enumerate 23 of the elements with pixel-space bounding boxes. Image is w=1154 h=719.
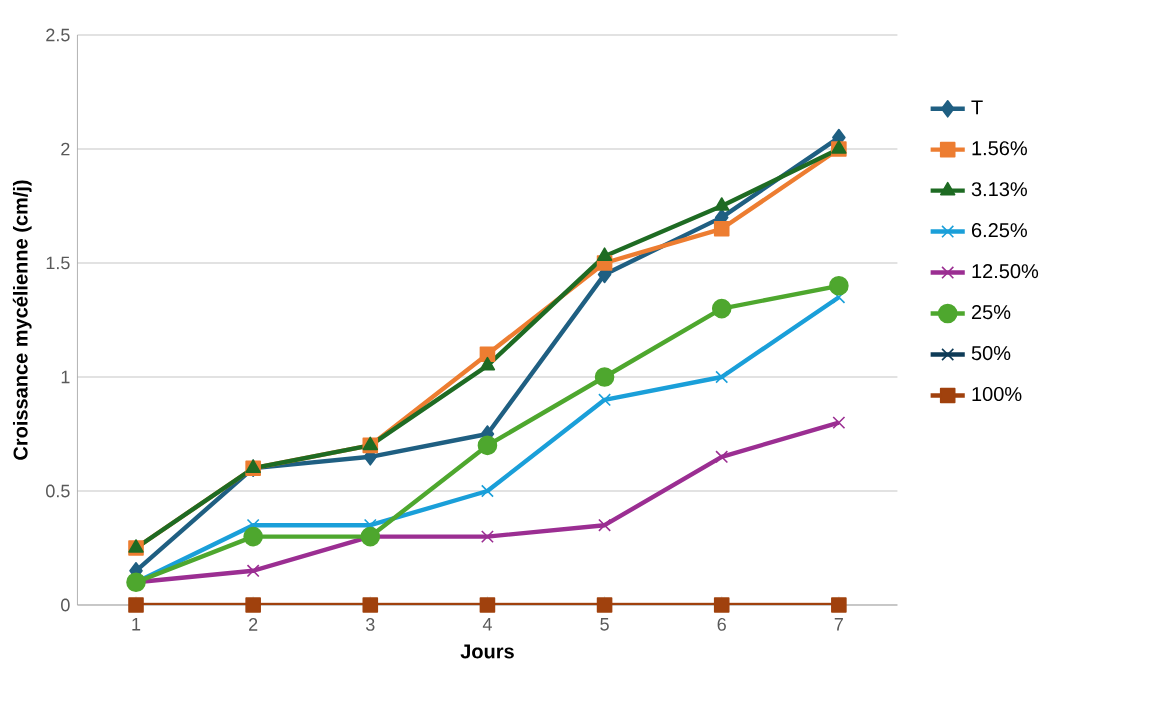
x-tick-label: 3 xyxy=(365,618,375,631)
x-tick-label: 5 xyxy=(600,618,609,631)
y-tick-label: 2.5 xyxy=(46,28,70,42)
y-tick-label: 2 xyxy=(61,142,70,156)
x-axis-title: Jours xyxy=(460,644,514,659)
y-tick-label: 1 xyxy=(61,370,70,384)
x-tick-label: 7 xyxy=(834,618,843,631)
x-tick-label: 2 xyxy=(249,618,258,631)
legend-label: 6.25% xyxy=(971,223,1027,238)
legend-label: 100% xyxy=(972,386,1022,402)
x-tick-label: 1 xyxy=(132,618,141,631)
y-tick-label: 1.5 xyxy=(46,256,70,270)
legend-label: 50% xyxy=(971,345,1011,361)
legend-label: 25% xyxy=(971,305,1011,320)
legend-label: T xyxy=(971,100,983,115)
y-tick-label: 0.5 xyxy=(46,484,70,498)
y-tick-label: 0 xyxy=(61,598,70,612)
x-tick-label: 4 xyxy=(482,618,492,631)
x-tick-label: 6 xyxy=(717,618,726,631)
legend-label: 3.13% xyxy=(971,182,1027,197)
legend-label: 1.56% xyxy=(972,141,1027,156)
legend-label: 12.50% xyxy=(972,264,1039,279)
y-axis-title: Croissance mycélienne (cm/j) xyxy=(12,180,32,460)
